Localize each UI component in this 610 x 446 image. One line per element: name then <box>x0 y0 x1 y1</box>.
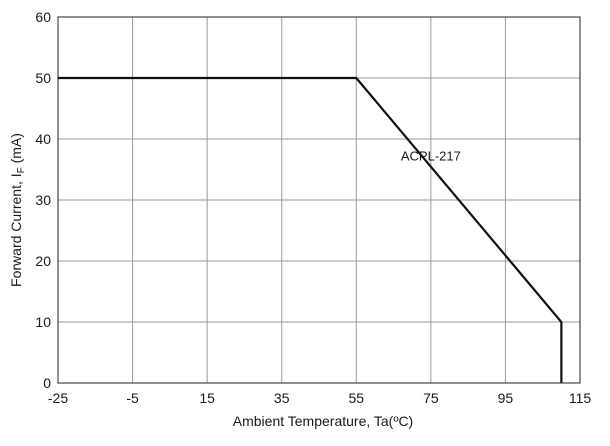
y-tick-label: 40 <box>35 131 51 147</box>
y-tick-labels: 0 10 20 30 40 50 60 <box>35 9 51 391</box>
series-annotation: ACPL-217 <box>401 148 461 163</box>
y-tick-label: 60 <box>35 9 51 25</box>
y-axis-title-unit: (mA) <box>8 133 24 167</box>
y-axis-title: Forward Current, IF (mA) <box>8 133 27 287</box>
x-tick-label: 55 <box>348 390 364 406</box>
x-tick-label: -25 <box>48 390 68 406</box>
x-tick-label: 75 <box>423 390 439 406</box>
series-line <box>58 78 561 383</box>
y-axis-title-main: Forward Current, I <box>8 173 24 287</box>
x-tick-label: 35 <box>274 390 290 406</box>
x-tick-label: 115 <box>569 390 592 406</box>
x-tick-label: -5 <box>126 390 139 406</box>
x-tick-labels: -25 -5 15 35 55 75 95 115 <box>48 390 591 406</box>
grid <box>58 17 580 383</box>
x-tick-label: 15 <box>199 390 215 406</box>
x-axis-title: Ambient Temperature, Ta(ºC) <box>233 413 413 429</box>
annotations: ACPL-217 <box>401 148 461 163</box>
y-tick-label: 50 <box>35 70 51 86</box>
y-tick-label: 10 <box>35 314 51 330</box>
y-tick-label: 30 <box>35 192 51 208</box>
y-tick-label: 0 <box>43 375 51 391</box>
y-tick-label: 20 <box>35 253 51 269</box>
series-layer <box>58 78 561 383</box>
x-tick-label: 95 <box>498 390 514 406</box>
